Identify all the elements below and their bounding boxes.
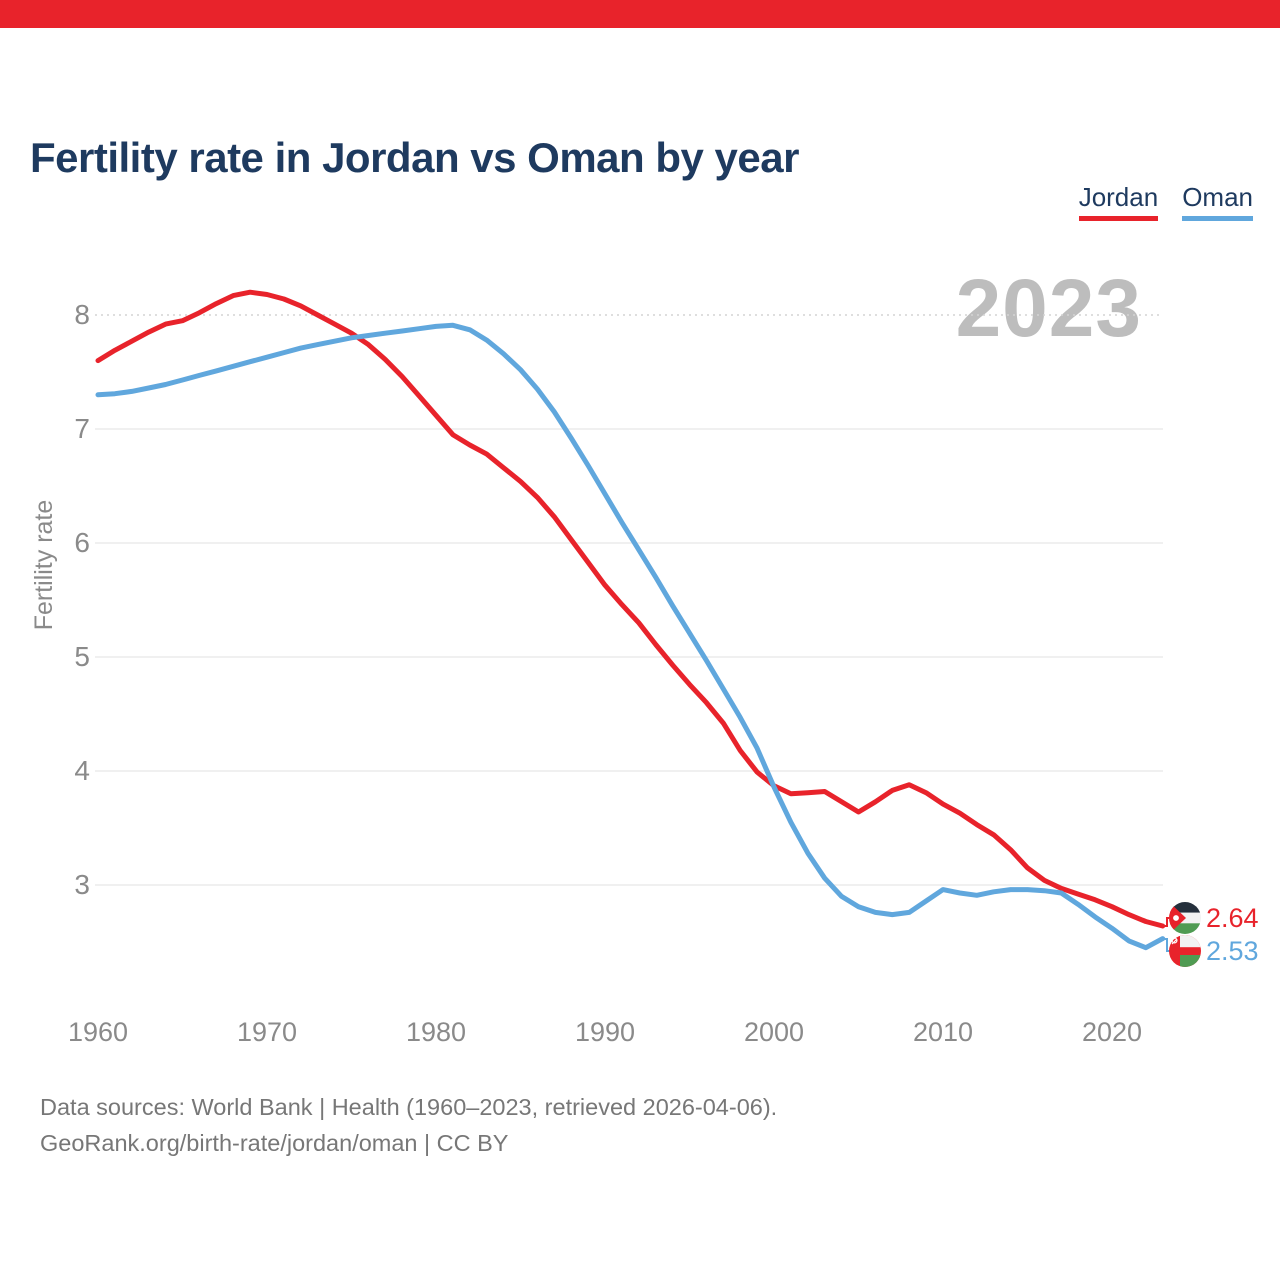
oman-end-value: 2.53	[1206, 936, 1259, 966]
jordan-end-value: 2.64	[1206, 903, 1259, 933]
y-tick-label: 6	[74, 527, 90, 558]
x-tick-label: 2020	[1081, 1017, 1143, 1047]
footer-attribution-line: GeoRank.org/birth-rate/jordan/oman | CC …	[40, 1130, 509, 1156]
legend-item-oman[interactable]: Oman	[1182, 183, 1253, 221]
footer-sources-line: Data sources: World Bank | Health (1960–…	[40, 1094, 778, 1120]
footer: Data sources: World Bank | Health (1960–…	[40, 1089, 777, 1161]
x-tick-label: 1990	[574, 1017, 636, 1047]
x-tick-label: 1960	[67, 1017, 129, 1047]
jordan-label-connector	[1163, 917, 1170, 927]
y-tick-label: 7	[74, 413, 90, 444]
oman-label-connector	[1163, 938, 1170, 952]
series-line-oman	[95, 322, 1166, 951]
y-tick-label: 3	[74, 869, 90, 900]
y-tick-label: 8	[74, 299, 90, 330]
x-tick-label: 1970	[236, 1017, 298, 1047]
x-tick-label: 2000	[743, 1017, 805, 1047]
legend: Jordan Oman	[1078, 183, 1253, 221]
x-tick-label: 1980	[405, 1017, 467, 1047]
page-title: Fertility rate in Jordan vs Oman by year	[30, 134, 799, 182]
oman-flag-icon	[1169, 935, 1201, 967]
y-tick-label: 4	[74, 755, 90, 786]
top-accent-bar	[0, 0, 1280, 28]
watermark-year: 2023	[955, 263, 1142, 354]
legend-item-jordan[interactable]: Jordan	[1078, 183, 1159, 221]
y-tick-label: 5	[74, 641, 90, 672]
y-axis-title: Fertility rate	[30, 499, 58, 631]
x-tick-label: 2010	[912, 1017, 974, 1047]
series-line-jordan	[95, 289, 1166, 929]
jordan-flag-icon	[1169, 902, 1201, 934]
